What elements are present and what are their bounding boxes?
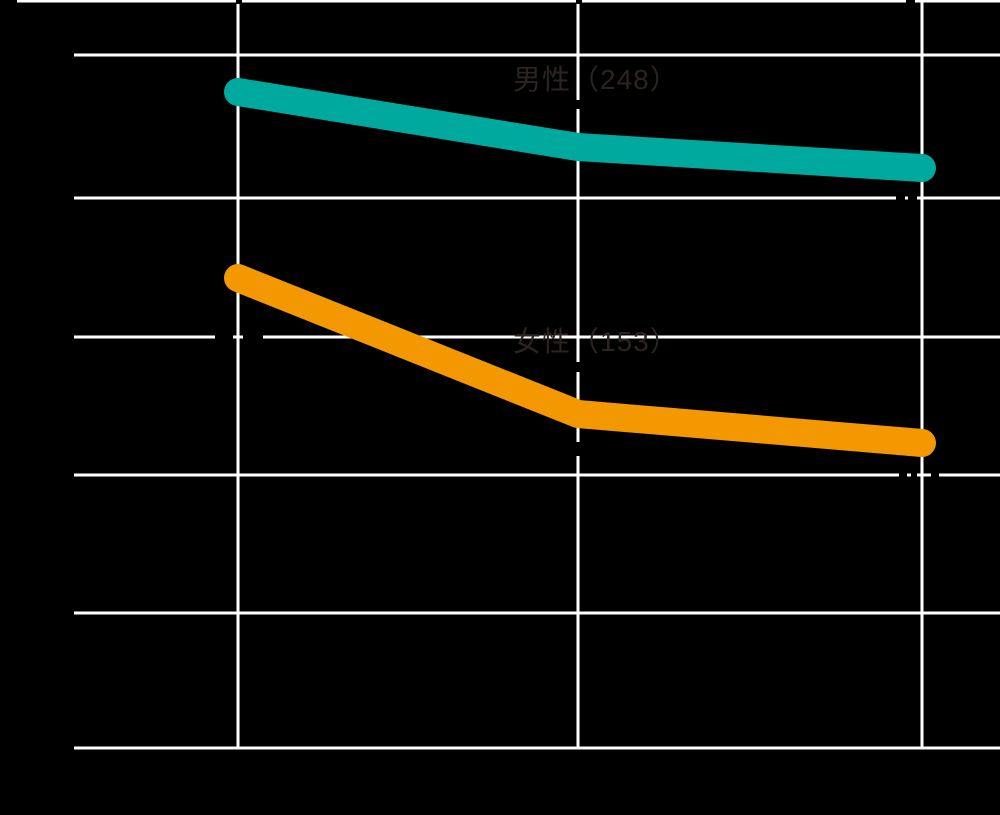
hidden-label-artifact <box>215 334 233 339</box>
hidden-label-artifact <box>576 362 582 372</box>
hidden-label-artifact <box>896 196 905 201</box>
hidden-label-artifact <box>576 442 582 456</box>
hidden-label-artifact <box>931 473 939 478</box>
series-label-female: 女性（153） <box>513 326 679 357</box>
hidden-label-artifact <box>243 334 263 339</box>
hidden-label-artifact <box>908 196 917 201</box>
hidden-label-artifact <box>906 0 915 4</box>
hidden-label-artifact <box>899 473 907 478</box>
series-line-1 <box>224 264 936 457</box>
series-line-0 <box>224 78 936 182</box>
hidden-label-artifact <box>911 473 917 478</box>
hidden-label-artifact <box>576 0 582 4</box>
series-label-male: 男性（248） <box>513 64 679 95</box>
hidden-label-artifact <box>576 100 582 109</box>
hidden-label-artifact <box>236 0 242 4</box>
